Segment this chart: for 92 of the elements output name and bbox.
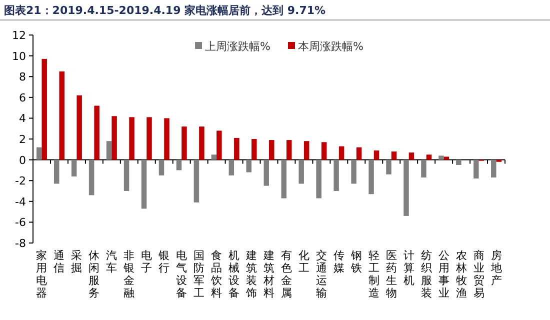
- bar: [124, 160, 130, 191]
- bar: [421, 160, 426, 178]
- bar: [252, 139, 257, 160]
- chart-title: 图表21：2019.4.15-2019.4.19 家电涨幅居前，达到 9.71%: [4, 4, 326, 17]
- x-tick-label: 计算机: [403, 249, 414, 287]
- x-tick-label: 电气设备: [176, 249, 188, 300]
- bar: [36, 147, 42, 160]
- bar: [216, 130, 222, 160]
- y-tick-label: 6: [19, 91, 26, 104]
- bar: [106, 141, 112, 160]
- bar: [42, 58, 47, 160]
- x-tick-label: 化工: [298, 249, 310, 274]
- bar: [76, 95, 82, 160]
- x-tick-label: 汽车: [106, 249, 118, 274]
- bar: [211, 154, 217, 160]
- bar: [146, 117, 152, 160]
- y-tick-label: -4: [15, 195, 26, 208]
- legend-label: 上周涨跌幅%: [205, 40, 270, 53]
- bar: [281, 160, 286, 198]
- x-tick-label: 非银金融: [122, 249, 135, 300]
- bar: [286, 140, 292, 160]
- x-tick-label: 钢铁: [350, 249, 362, 274]
- x-tick-label: 食品饮料: [210, 249, 222, 300]
- bar: [129, 117, 134, 160]
- bar: [269, 140, 274, 160]
- bar: [334, 160, 339, 191]
- bar: [304, 141, 310, 160]
- bar: [234, 138, 240, 160]
- bar: [112, 116, 117, 160]
- bar: [474, 160, 479, 179]
- bar: [54, 160, 60, 184]
- y-tick-label: -8: [15, 237, 26, 250]
- x-tick-label: 农林牧渔: [454, 249, 467, 300]
- y-tick-label: 8: [19, 70, 26, 84]
- bar: [246, 160, 252, 172]
- y-tick-label: 12: [12, 29, 26, 42]
- bar: [94, 106, 100, 160]
- bar: [491, 160, 496, 178]
- y-tick-label: 0: [19, 154, 26, 167]
- y-tick-label: -6: [15, 216, 26, 230]
- bar: [182, 126, 187, 160]
- x-tick-label: 国防军工: [194, 249, 205, 300]
- bar: [71, 160, 77, 176]
- bar: [426, 154, 432, 160]
- x-tick-label: 医药生物: [386, 249, 397, 300]
- bar: [264, 160, 269, 186]
- bar: [374, 150, 380, 160]
- bar: [356, 147, 362, 160]
- x-tick-label: 休闲服务: [88, 249, 100, 300]
- x-tick-label: 房地产: [490, 249, 502, 287]
- x-tick-label: 银行: [158, 249, 170, 274]
- x-tick-label: 通信: [54, 249, 65, 274]
- bar: [298, 160, 304, 184]
- bar: [164, 118, 170, 160]
- y-tick-label: 10: [12, 50, 26, 63]
- bar: [444, 156, 450, 160]
- legend-label: 本周涨跌幅%: [298, 40, 364, 53]
- bar: [404, 160, 409, 216]
- x-tick-label: 交通运输: [316, 249, 327, 300]
- bar: [368, 160, 374, 194]
- x-tick-label: 传媒: [333, 249, 344, 274]
- x-tick-label: 轻工制造: [368, 249, 380, 300]
- x-tick-label: 家用电器: [36, 249, 48, 300]
- y-tick-label: -2: [15, 174, 26, 188]
- x-tick-label: 建筑材料: [262, 249, 274, 300]
- x-tick-label: 纺织服装: [420, 249, 432, 300]
- bar: [351, 160, 356, 184]
- bar: [141, 160, 147, 209]
- bar: [391, 151, 397, 160]
- bar: [158, 160, 164, 176]
- x-tick-label: 采掘: [71, 249, 82, 274]
- bar: [386, 160, 392, 174]
- x-tick-label: 机械设备: [228, 249, 240, 300]
- bar: [321, 142, 327, 160]
- x-tick-label: 电子: [141, 249, 152, 274]
- bar: [438, 156, 444, 160]
- x-tick-label: 公用事业: [438, 249, 450, 300]
- x-tick-label: 有色金属: [280, 249, 292, 300]
- y-tick-label: 2: [19, 133, 26, 146]
- bar: [228, 160, 234, 176]
- bar: [338, 146, 344, 160]
- bar: [199, 126, 204, 160]
- bar: [59, 71, 64, 160]
- bar: [316, 160, 322, 198]
- x-tick-label: 商业贸易: [473, 249, 484, 300]
- bar: [408, 152, 414, 160]
- x-tick-label: 建筑装饰: [245, 249, 258, 300]
- bar: [88, 160, 94, 196]
- bar: [456, 160, 462, 165]
- bar: [176, 160, 182, 170]
- bar: [194, 160, 200, 202]
- y-tick-label: 4: [19, 112, 26, 126]
